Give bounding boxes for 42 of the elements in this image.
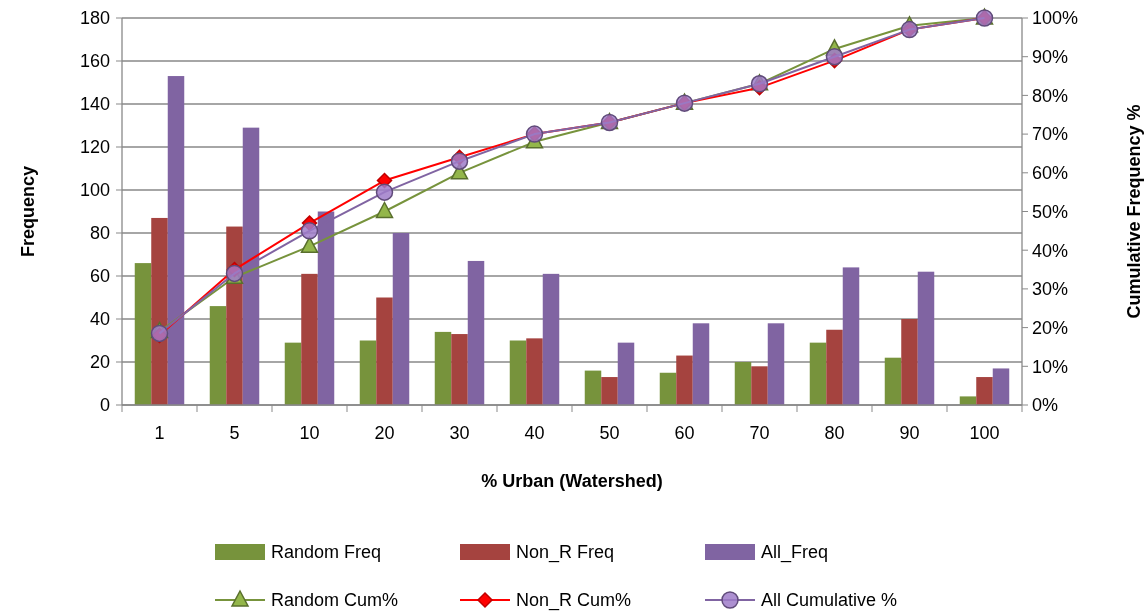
x-tick-label: 100: [969, 423, 1000, 443]
legend-label: Random Cum%: [271, 590, 399, 611]
legend-label: Random Freq: [271, 542, 382, 563]
y2-tick-label: 40%: [1032, 240, 1069, 261]
x-tick-label: 60: [674, 423, 695, 443]
legend-label: Non_R Cum%: [516, 590, 632, 612]
x-tick-label: 50: [599, 423, 620, 443]
legend-label: All_Freq: [761, 542, 829, 564]
legend-label: Non_R Freq: [516, 542, 615, 564]
y-tick-label: 140: [79, 94, 110, 115]
y2-tick-label: 80%: [1032, 85, 1069, 106]
y2-tick-label: 0%: [1032, 395, 1059, 416]
y-axis-title: Frequency: [18, 165, 38, 258]
y-tick-label: 0: [99, 395, 110, 416]
legend-label: All Cumulative %: [761, 590, 898, 611]
x-tick-label: 20: [374, 423, 395, 443]
y2-tick-label: 50%: [1032, 201, 1069, 222]
y-tick-label: 100: [79, 180, 110, 201]
y-tick-label: 160: [79, 51, 110, 72]
x-tick-label: 80: [824, 423, 845, 443]
x-tick-label: 5: [229, 423, 240, 443]
x-tick-label: 1: [154, 423, 165, 443]
x-tick-label: 70: [749, 423, 770, 443]
x-tick-label: 90: [899, 423, 920, 443]
x-tick-label: 30: [449, 423, 470, 443]
y-tick-label: 180: [79, 8, 110, 29]
y2-tick-label: 90%: [1032, 47, 1069, 67]
y2-axis-title: Cumulative Frequency %: [1124, 104, 1144, 319]
y-tick-label: 20: [89, 352, 110, 373]
y-tick-label: 40: [89, 309, 110, 330]
x-axis-title: % Urban (Watershed): [481, 471, 663, 491]
y-tick-label: 60: [89, 266, 110, 287]
x-tick-label: 10: [299, 423, 320, 443]
y-tick-label: 80: [89, 223, 110, 244]
y2-tick-label: 30%: [1032, 279, 1069, 300]
y2-tick-label: 20%: [1032, 317, 1069, 338]
y2-tick-label: 10%: [1032, 356, 1069, 377]
y-tick-label: 120: [79, 137, 110, 158]
x-tick-label: 40: [524, 423, 545, 443]
y2-tick-label: 70%: [1032, 124, 1069, 145]
y2-tick-label: 60%: [1032, 163, 1069, 184]
y2-tick-label: 100%: [1032, 8, 1079, 29]
